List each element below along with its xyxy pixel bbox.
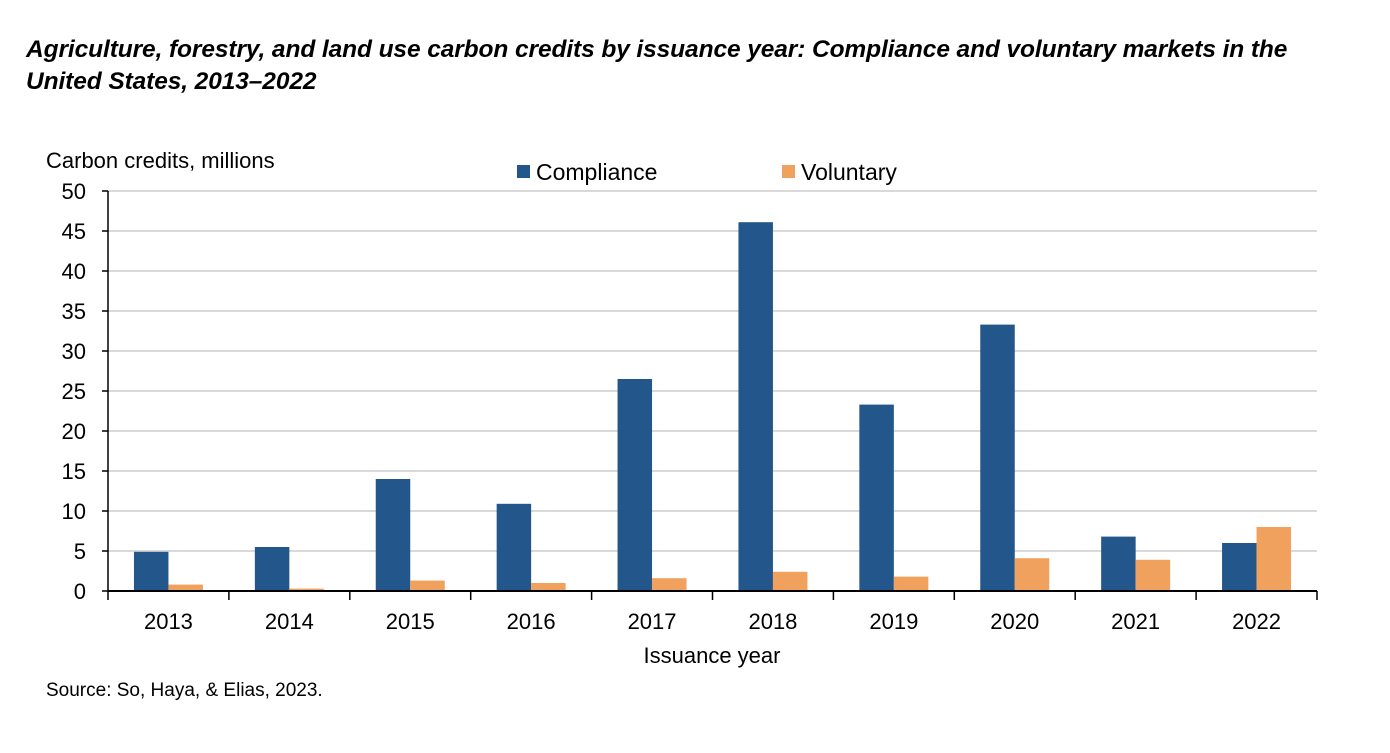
x-tick-label: 2017 bbox=[628, 609, 677, 634]
gridlines bbox=[108, 190, 1317, 552]
bar-voluntary-2018 bbox=[772, 571, 808, 591]
axes bbox=[102, 190, 1318, 600]
bar-compliance-2015 bbox=[375, 479, 411, 591]
bar-voluntary-2020 bbox=[1014, 558, 1050, 591]
bar-voluntary-2016 bbox=[531, 583, 566, 591]
y-tick-label: 40 bbox=[62, 259, 86, 284]
bar-voluntary-2019 bbox=[893, 576, 929, 591]
bar-compliance-2022 bbox=[1222, 543, 1257, 591]
bar-compliance-2020 bbox=[980, 324, 1015, 591]
y-tick-label: 0 bbox=[74, 579, 86, 604]
y-tick-label: 10 bbox=[62, 499, 86, 524]
y-tick-label: 25 bbox=[62, 379, 86, 404]
x-tick-label: 2016 bbox=[507, 609, 556, 634]
bar-compliance-2013 bbox=[133, 551, 169, 591]
bar-compliance-2021 bbox=[1101, 536, 1136, 591]
x-tick-label: 2013 bbox=[144, 609, 193, 634]
legend-label-compliance: Compliance bbox=[536, 159, 657, 185]
y-axis-label: Carbon credits, millions bbox=[46, 148, 275, 173]
x-axis-label: Issuance year bbox=[644, 643, 781, 668]
x-tick-label: 2019 bbox=[869, 609, 918, 634]
bar-voluntary-2013 bbox=[168, 584, 203, 591]
y-tick-label: 20 bbox=[62, 419, 86, 444]
y-tick-label: 15 bbox=[62, 459, 86, 484]
x-tick-labels: 2013 2014 2015 2016 2017 2018 2019 2020 2021 2022 bbox=[144, 609, 1281, 634]
y-tick-label: 35 bbox=[62, 299, 86, 324]
x-tick-label: 2015 bbox=[386, 609, 435, 634]
x-tick-label: 2014 bbox=[265, 609, 314, 634]
source-note: Source: So, Haya, & Elias, 2023. bbox=[46, 680, 323, 701]
bars bbox=[133, 222, 1292, 591]
y-tick-label: 45 bbox=[62, 219, 86, 244]
x-tick-label: 2022 bbox=[1232, 609, 1281, 634]
bar-compliance-2016 bbox=[496, 503, 532, 591]
y-tick-label: 50 bbox=[62, 179, 86, 204]
legend-swatch-voluntary bbox=[782, 165, 795, 178]
bar-voluntary-2021 bbox=[1135, 559, 1171, 591]
y-tick-label: 30 bbox=[62, 339, 86, 364]
bar-compliance-2017 bbox=[617, 379, 653, 591]
bar-voluntary-2014 bbox=[289, 588, 324, 591]
bar-voluntary-2015 bbox=[410, 580, 445, 591]
y-tick-label: 5 bbox=[74, 539, 86, 564]
legend-label-voluntary: Voluntary bbox=[801, 159, 897, 185]
legend-swatch-compliance bbox=[517, 165, 530, 178]
bar-compliance-2014 bbox=[254, 547, 290, 591]
bar-voluntary-2017 bbox=[652, 578, 687, 591]
chart-title: Agriculture, forestry, and land use carb… bbox=[26, 36, 1288, 95]
legend: Compliance Voluntary bbox=[517, 159, 897, 185]
x-tick-label: 2021 bbox=[1111, 609, 1160, 634]
bar-voluntary-2022 bbox=[1256, 527, 1292, 591]
y-tick-labels: 0 5 10 15 20 25 30 35 40 45 50 bbox=[62, 179, 86, 604]
x-tick-label: 2018 bbox=[748, 609, 797, 634]
bar-compliance-2018 bbox=[738, 222, 773, 591]
x-tick-label: 2020 bbox=[990, 609, 1039, 634]
bar-compliance-2019 bbox=[859, 404, 894, 591]
